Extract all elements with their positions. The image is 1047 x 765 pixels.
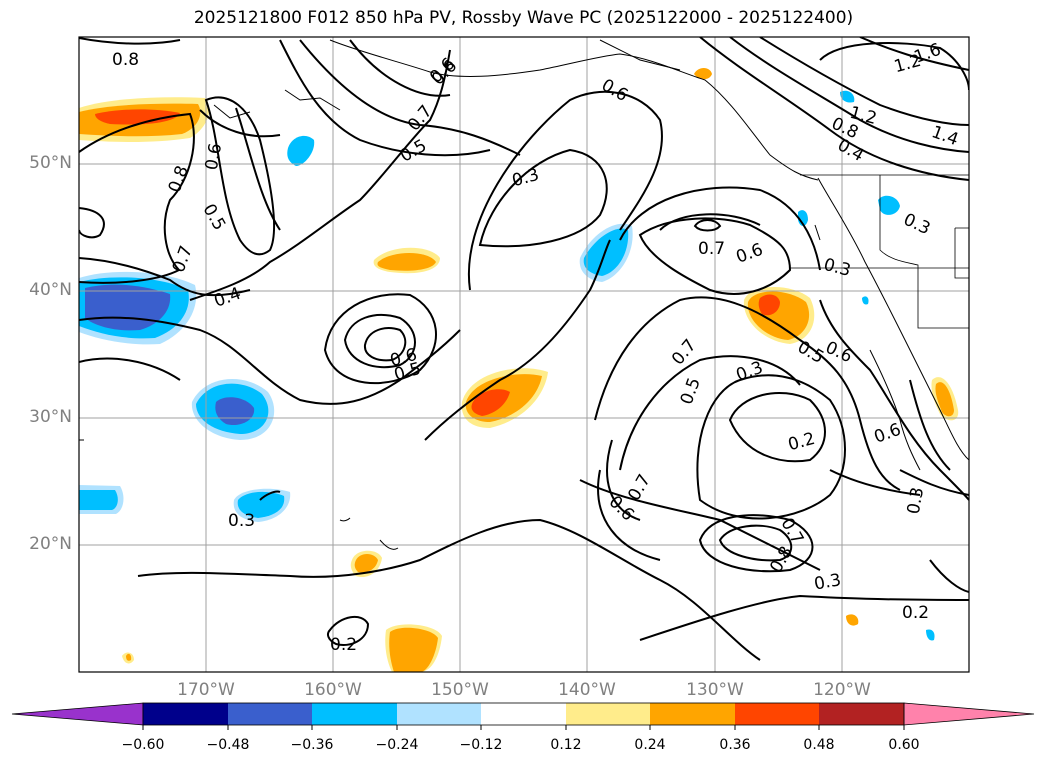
contour-label: 0.3: [904, 486, 928, 516]
lon-label: 150°W: [431, 680, 489, 700]
lon-label: 120°W: [813, 680, 871, 700]
map-title: 2025121800 F012 850 hPa PV, Rossby Wave …: [193, 8, 854, 28]
map-frame: [78, 36, 970, 673]
colorbar-swatch: [650, 703, 735, 725]
lon-label: 130°W: [686, 680, 744, 700]
colorbar-swatch: [312, 703, 397, 725]
lon-label: 140°W: [558, 680, 616, 700]
colorbar-tick-label: 0.48: [803, 737, 835, 753]
lat-label: 40°N: [29, 280, 72, 300]
lat-label: 20°N: [29, 534, 72, 554]
colorbar-swatch: [566, 703, 650, 725]
colorbar-tick-label: −0.60: [121, 737, 165, 753]
colorbar-tick-label: −0.36: [290, 737, 334, 753]
colorbar-extend-left: [11, 702, 144, 726]
colorbar-tick-label: −0.24: [375, 737, 419, 753]
colorbar-swatch: [819, 703, 904, 725]
colorbar-tick-label: 0.12: [550, 737, 582, 753]
colorbar-tick-label: 0.36: [719, 737, 751, 753]
contour-label: 0.3: [228, 511, 255, 531]
lon-label: 160°W: [304, 680, 362, 700]
colorbar-tick-label: 0.24: [634, 737, 666, 753]
coastlines: [79, 39, 969, 550]
lat-label: 30°N: [29, 407, 72, 427]
lon-label: 170°W: [177, 680, 235, 700]
contour-label: 0.8: [112, 50, 139, 70]
colorbar-extend-right: [903, 702, 1035, 726]
colorbar-swatch: [481, 703, 566, 725]
colorbar-tick-label: −0.48: [206, 737, 250, 753]
colorbar-swatch: [143, 703, 228, 725]
contour-label: 0.6: [202, 142, 226, 172]
colorbar: [11, 702, 1035, 730]
colorbar-swatch: [397, 703, 481, 725]
colorbar-tick-label: 0.60: [888, 737, 920, 753]
pv-shading: [79, 68, 959, 672]
contour-label: 0.3: [813, 570, 843, 594]
contour-label: 0.2: [330, 635, 357, 655]
graticule: [79, 37, 969, 672]
contour-label: 0.2: [902, 603, 929, 623]
pv-contours: [79, 37, 969, 661]
colorbar-swatch: [735, 703, 819, 725]
contour-label: 0.7: [698, 239, 725, 259]
lat-label: 50°N: [29, 153, 72, 173]
colorbar-swatch: [228, 703, 312, 725]
colorbar-tick-label: −0.12: [459, 737, 503, 753]
